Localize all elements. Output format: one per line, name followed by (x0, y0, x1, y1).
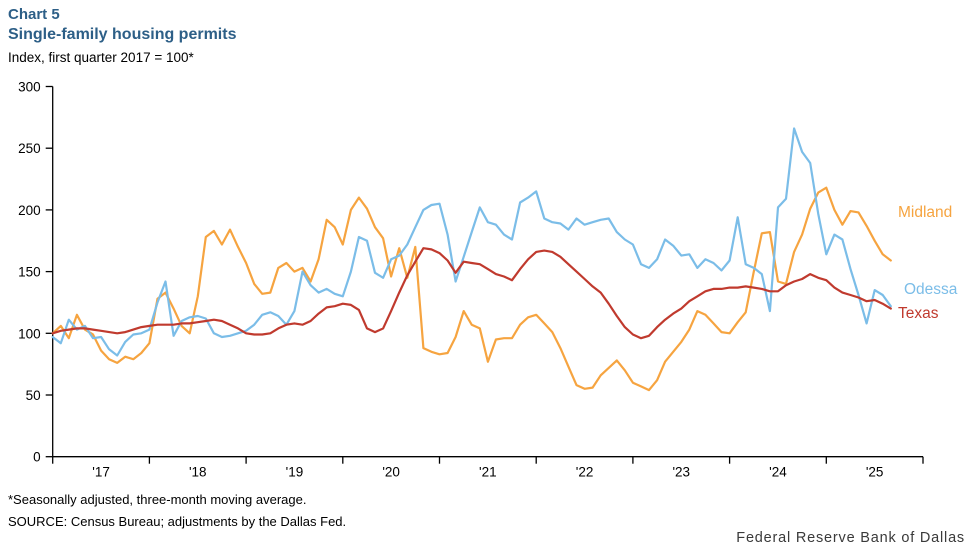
legend-label-midland: Midland (898, 204, 952, 221)
x-tick-label: '20 (382, 465, 400, 480)
legend-label-odessa: Odessa (904, 281, 958, 298)
legend-label-texas: Texas (898, 305, 939, 322)
source-note: SOURCE: Census Bureau; adjustments by th… (8, 514, 347, 529)
x-tick-label: '18 (189, 465, 207, 480)
x-tick-label: '25 (866, 465, 884, 480)
x-tick-label: '19 (286, 465, 304, 480)
y-tick-label: 150 (18, 265, 41, 280)
x-tick-label: '22 (576, 465, 594, 480)
y-tick-label: 100 (18, 326, 41, 341)
y-tick-label: 50 (26, 388, 41, 403)
footnote-seasonal-adjustment: *Seasonally adjusted, three-month moving… (8, 492, 307, 507)
y-tick-label: 200 (18, 203, 41, 218)
x-tick-label: '21 (479, 465, 497, 480)
series-line-odessa (51, 127, 892, 357)
x-tick-label: '23 (672, 465, 690, 480)
axis-units-label: Index, first quarter 2017 = 100* (8, 50, 194, 65)
x-tick-label: '24 (769, 465, 787, 480)
y-tick-label: 300 (18, 80, 41, 95)
y-tick-label: 250 (18, 141, 41, 156)
page-title: Single-family housing permits (8, 26, 237, 43)
chart-number: Chart 5 (8, 6, 60, 23)
series-line-texas (51, 247, 892, 340)
series-line-midland (51, 186, 892, 392)
branding-federal-reserve-bank-of-dallas: Federal Reserve Bank of Dallas (736, 530, 965, 546)
y-tick-label: 0 (33, 450, 41, 465)
x-tick-label: '17 (92, 465, 110, 480)
